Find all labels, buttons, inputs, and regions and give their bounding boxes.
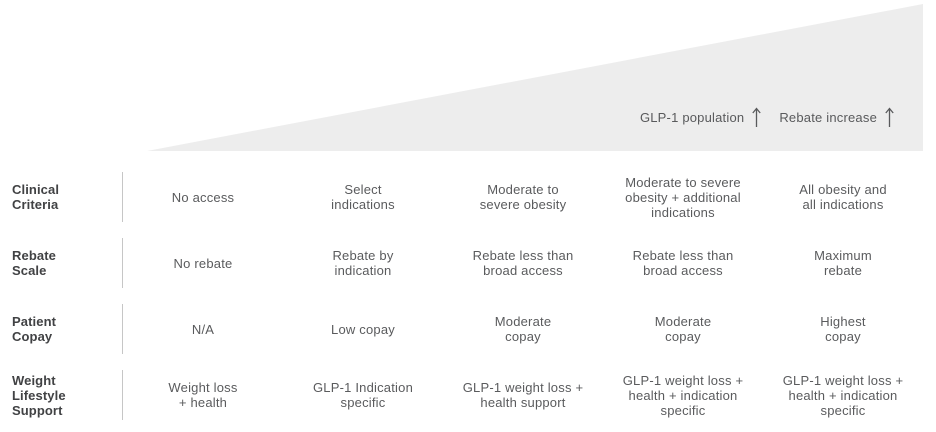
cell-rebate-scale-tier1: No rebate: [173, 255, 233, 271]
table-row-weight-lifestyle-support: Weight Lifestyle Support Weight loss + h…: [0, 362, 923, 428]
cell-rebate-scale-tier5: Maximum rebate: [814, 248, 872, 278]
wedge-axis-labels: GLP-1 population Rebate increase: [640, 106, 895, 128]
row-divider: [122, 172, 123, 222]
row-header-clinical-criteria: Clinical Criteria: [12, 182, 60, 212]
cell-patient-copay-tier5: Highest copay: [820, 314, 866, 344]
row-header-patient-copay: Patient Copay: [12, 314, 57, 344]
cell-patient-copay-tier2: Low copay: [331, 321, 395, 337]
cell-clinical-criteria-tier3: Moderate to severe obesity: [479, 182, 567, 212]
row-divider: [122, 238, 123, 288]
cell-patient-copay-tier1: N/A: [191, 321, 215, 337]
arrow-up-icon: [885, 107, 894, 127]
cell-rebate-scale-tier4: Rebate less than broad access: [632, 248, 734, 278]
rebate-increase-label: Rebate increase: [779, 106, 895, 128]
row-divider: [122, 370, 123, 420]
cell-rebate-scale-tier3: Rebate less than broad access: [472, 248, 574, 278]
rising-wedge-shape: [147, 4, 923, 151]
table-row-patient-copay: Patient Copay N/A Low copay Moderate cop…: [0, 296, 923, 362]
cell-clinical-criteria-tier2: Select indications: [331, 182, 395, 212]
rebate-increase-label-text: Rebate increase: [779, 109, 877, 125]
access-tier-table: Clinical Criteria No access Select indic…: [0, 164, 923, 428]
cell-weight-lifestyle-tier5: GLP-1 weight loss + health + indication …: [782, 372, 904, 418]
cell-weight-lifestyle-tier1: Weight loss + health: [168, 380, 238, 410]
cell-clinical-criteria-tier4: Moderate to severe obesity + additional …: [625, 174, 741, 220]
cell-patient-copay-tier4: Moderate copay: [654, 314, 712, 344]
glp1-population-label-text: GLP-1 population: [639, 109, 745, 125]
cell-patient-copay-tier3: Moderate copay: [494, 314, 552, 344]
glp1-population-label: GLP-1 population: [640, 106, 762, 128]
row-header-rebate-scale: Rebate Scale: [12, 248, 56, 278]
table-row-rebate-scale: Rebate Scale No rebate Rebate by indicat…: [0, 230, 923, 296]
cell-clinical-criteria-tier1: No access: [171, 189, 235, 205]
cell-clinical-criteria-tier5: All obesity and all indications: [799, 182, 887, 212]
cell-weight-lifestyle-tier4: GLP-1 weight loss + health + indication …: [622, 372, 744, 418]
row-header-weight-lifestyle-support: Weight Lifestyle Support: [12, 372, 66, 418]
row-divider: [122, 304, 123, 354]
cell-weight-lifestyle-tier3: GLP-1 weight loss + health support: [462, 380, 584, 410]
cell-rebate-scale-tier2: Rebate by indication: [332, 248, 394, 278]
arrow-up-icon: [752, 107, 762, 127]
table-row-clinical-criteria: Clinical Criteria No access Select indic…: [0, 164, 923, 230]
cell-weight-lifestyle-tier2: GLP-1 Indication specific: [312, 380, 414, 410]
